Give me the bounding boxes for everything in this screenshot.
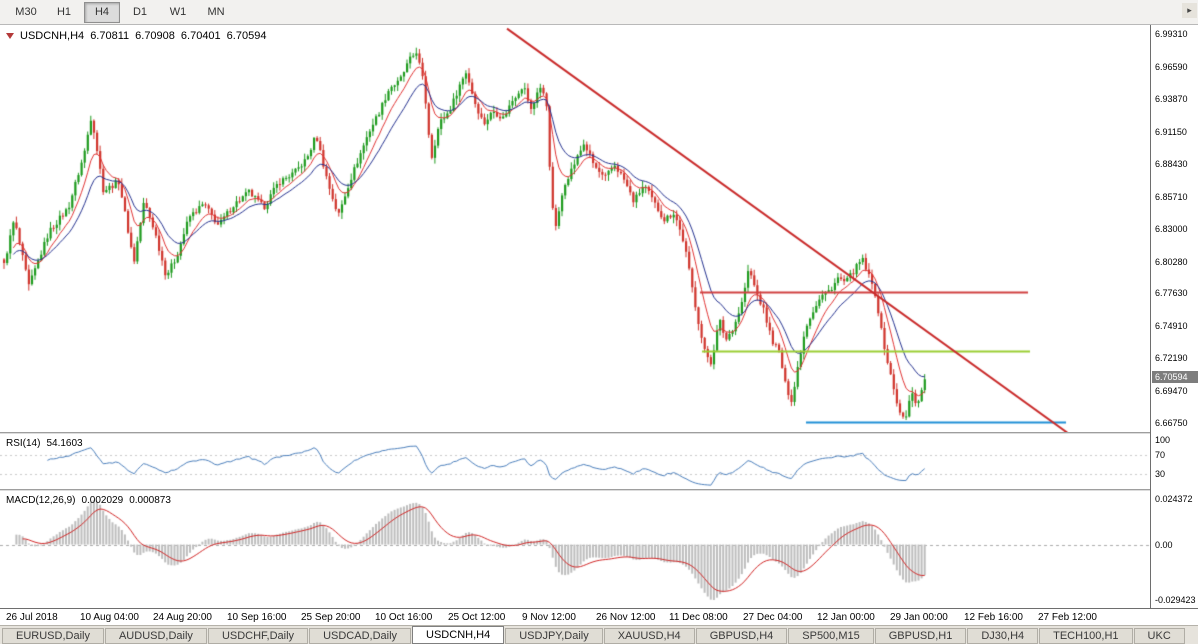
chart-title: USDCNH,H4 6.70811 6.70908 6.70401 6.7059…: [6, 30, 266, 42]
chart-tab-gbpusd-h4[interactable]: GBPUSD,H4: [695, 628, 788, 644]
price-tick-label: 6.66750: [1155, 418, 1188, 428]
macd-name: MACD(12,26,9): [6, 495, 76, 506]
rsi-tick-label: 100: [1155, 435, 1171, 445]
time-tick-label: 24 Aug 20:00: [153, 612, 212, 623]
macd-indicator-canvas[interactable]: [0, 492, 1150, 608]
current-price-badge: 6.70594: [1152, 371, 1198, 383]
timeframe-button-m30[interactable]: M30: [15, 6, 37, 18]
timeframe-toolbar: M30 H1 H4 D1 W1 MN: [0, 0, 1198, 25]
macd-label: MACD(12,26,9) 0.002029 0.000873: [6, 495, 171, 506]
rsi-label: RSI(14) 54.1603: [6, 438, 83, 449]
time-tick-label: 25 Oct 12:00: [448, 612, 506, 623]
timeframe-button-d1[interactable]: D1: [132, 6, 148, 18]
chart-tab-bar: EURUSD,Daily AUDUSD,Daily USDCHF,Daily USDC…: [0, 625, 1198, 644]
price-tick-label: 6.80280: [1155, 257, 1188, 267]
chart-tab-usdcnh-h4[interactable]: USDCNH,H4: [412, 626, 505, 644]
time-tick-label: 9 Nov 12:00: [522, 612, 576, 623]
chart-tab-tech100-h1[interactable]: TECH100,H1: [1039, 628, 1133, 644]
chart-symbol-label: USDCNH,H4: [20, 30, 85, 42]
rsi-tick-label: 30: [1155, 469, 1166, 479]
time-tick-label: 12 Feb 16:00: [964, 612, 1023, 623]
chart-tab-gbpusd-h1[interactable]: GBPUSD,H1: [874, 628, 967, 644]
chart-tab-dj30-h4[interactable]: DJ30,H4: [967, 628, 1039, 644]
timeframe-button-w1[interactable]: W1: [169, 6, 187, 18]
time-axis[interactable]: 26 Jul 2018 10 Aug 04:00 24 Aug 20:00 10 Se…: [0, 608, 1198, 625]
macd-tick-label: -0.029423: [1155, 595, 1196, 605]
price-tick-label: 6.93870: [1155, 94, 1188, 104]
time-tick-label: 29 Jan 00:00: [890, 612, 948, 623]
chart-high-value: 6.70908: [135, 30, 175, 42]
chart-tab-sp500-m15[interactable]: SP500,M15: [788, 628, 874, 644]
price-tick-label: 6.77630: [1155, 288, 1188, 298]
price-tick-label: 6.72190: [1155, 353, 1188, 363]
price-tick-label: 6.91150: [1155, 127, 1187, 137]
price-tick-label: 6.83000: [1155, 224, 1188, 234]
chart-low-value: 6.70401: [180, 30, 221, 42]
price-scale[interactable]: 6.99310 6.96590 6.93870 6.91150 6.88430 6.857…: [1150, 25, 1198, 608]
time-tick-label: 27 Feb 12:00: [1038, 612, 1097, 623]
panel-resize-divider[interactable]: [0, 432, 1198, 435]
time-tick-label: 26 Jul 2018: [6, 612, 58, 623]
chart-tab-audusd-daily[interactable]: AUDUSD,Daily: [104, 628, 207, 644]
tab-scroll-right-icon[interactable]: ▸: [1182, 3, 1197, 18]
macd-tick-label: 0.00: [1155, 540, 1173, 550]
macd-signal-value: 0.000873: [129, 495, 171, 506]
price-tick-label: 6.69470: [1155, 386, 1188, 396]
panel-resize-divider[interactable]: [0, 489, 1198, 492]
time-tick-label: 25 Sep 20:00: [301, 612, 361, 623]
rsi-name: RSI(14): [6, 438, 41, 449]
price-chart-canvas[interactable]: [0, 25, 1150, 432]
chart-open-value: 6.70811: [90, 30, 130, 42]
time-tick-label: 11 Dec 08:00: [669, 612, 728, 623]
chart-marker-icon: [6, 33, 14, 39]
chart-tab-xauusd-h4[interactable]: XAUUSD,H4: [603, 628, 695, 644]
timeframe-button-mn[interactable]: MN: [207, 6, 225, 18]
macd-tick-label: 0.024372: [1155, 494, 1193, 504]
timeframe-buttons: M30 H1 H4 D1 W1 MN: [8, 1, 234, 23]
price-tick-label: 6.74910: [1155, 321, 1188, 331]
chart-close-value: 6.70594: [226, 30, 267, 42]
price-tick-label: 6.99310: [1155, 29, 1188, 39]
chart-tab-usdcad-daily[interactable]: USDCAD,Daily: [309, 628, 412, 644]
chart-tab-usdjpy-daily[interactable]: USDJPY,Daily: [505, 628, 603, 644]
chart-tab-usdchf-daily[interactable]: USDCHF,Daily: [207, 628, 309, 644]
price-tick-label: 6.88430: [1155, 159, 1188, 169]
price-tick-label: 6.85710: [1155, 192, 1188, 202]
macd-main-value: 0.002029: [81, 495, 124, 506]
price-tick-label: 6.96590: [1155, 62, 1188, 72]
rsi-indicator-canvas[interactable]: [0, 435, 1150, 489]
rsi-tick-label: 70: [1155, 450, 1166, 460]
time-tick-label: 26 Nov 12:00: [596, 612, 656, 623]
time-tick-label: 27 Dec 04:00: [743, 612, 803, 623]
timeframe-button-h4[interactable]: H4: [84, 1, 120, 23]
time-tick-label: 10 Aug 04:00: [80, 612, 139, 623]
time-tick-label: 10 Oct 16:00: [375, 612, 433, 623]
chart-tab-eurusd-daily[interactable]: EURUSD,Daily: [2, 628, 104, 644]
timeframe-button-h1[interactable]: H1: [56, 6, 72, 18]
rsi-value: 54.1603: [46, 438, 83, 449]
chart-tab-ukc[interactable]: UKC: [1133, 628, 1185, 644]
time-tick-label: 12 Jan 00:00: [817, 612, 875, 623]
time-tick-label: 10 Sep 16:00: [227, 612, 287, 623]
